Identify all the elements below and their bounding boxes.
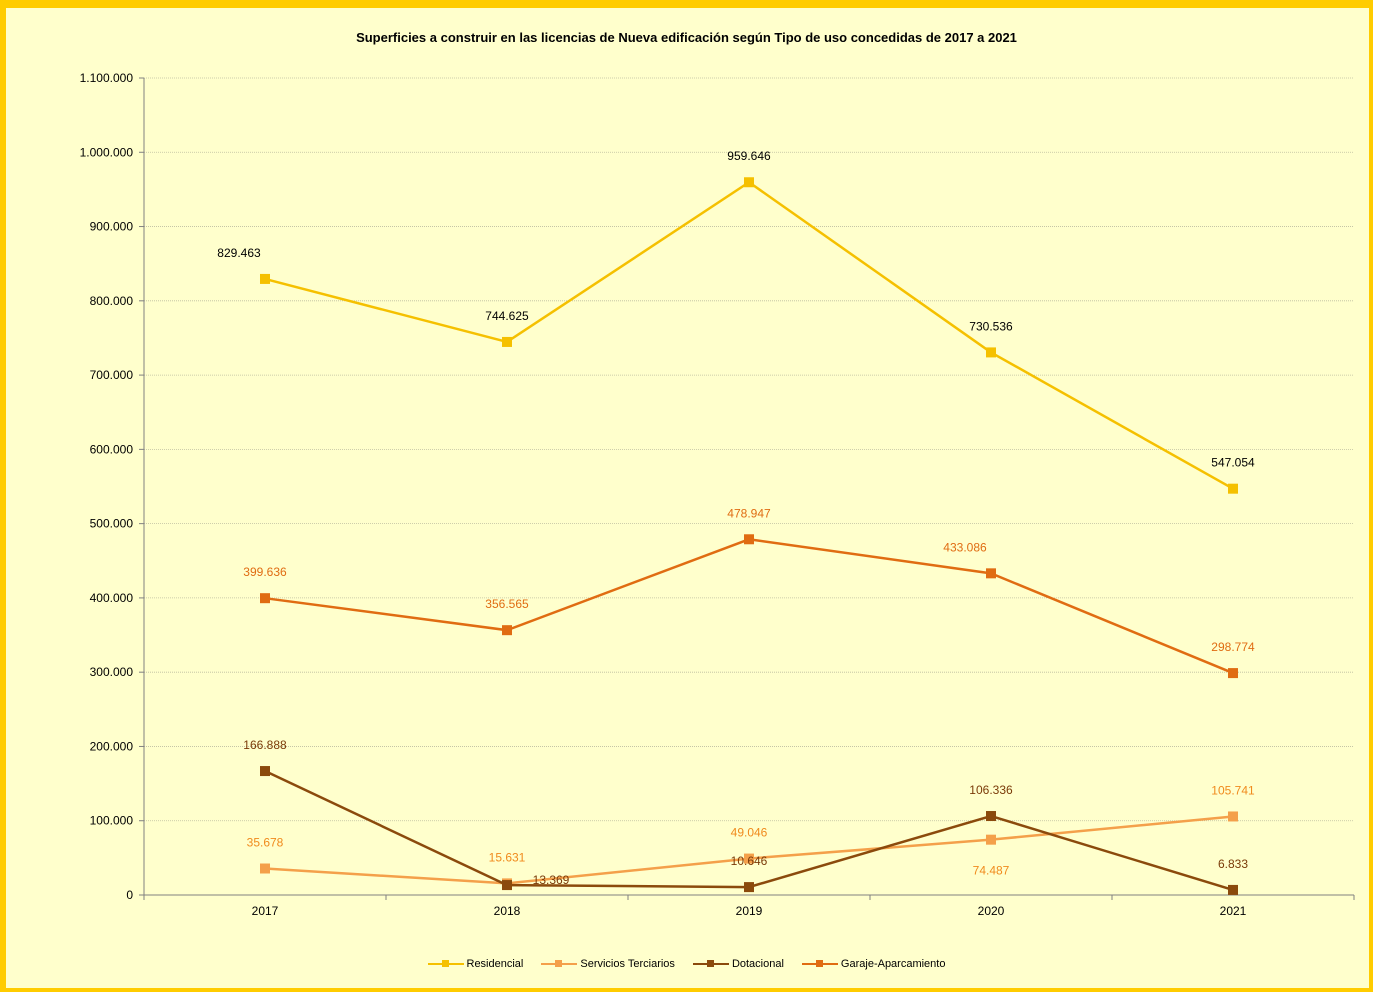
- y-tick-label: 300.000: [90, 665, 134, 679]
- legend-label: Servicios Terciarios: [580, 958, 675, 970]
- data-label: 10.646: [731, 854, 768, 868]
- legend-label: Residencial: [466, 958, 524, 970]
- data-point: [502, 880, 512, 891]
- y-tick-label: 700.000: [90, 368, 134, 382]
- y-tick-label: 0: [126, 888, 133, 902]
- data-point: [744, 534, 754, 545]
- series-line: [264, 537, 1234, 675]
- data-point: [260, 766, 270, 777]
- data-label: 399.636: [243, 565, 287, 579]
- data-point: [986, 811, 996, 822]
- data-point: [1228, 811, 1238, 822]
- data-label: 298.774: [1211, 640, 1255, 654]
- data-point: [260, 863, 270, 874]
- data-label: 433.086: [943, 540, 987, 554]
- y-tick-label: 1.000.000: [80, 145, 134, 159]
- data-label: 730.536: [969, 319, 1013, 333]
- data-point: [986, 834, 996, 845]
- legend-item: Residencial: [427, 958, 524, 970]
- legend-swatch: [801, 959, 838, 969]
- data-label: 15.631: [489, 850, 526, 864]
- data-point: [1228, 668, 1238, 679]
- legend-item: Garaje-Aparcamiento: [801, 958, 946, 970]
- chart-legend: Residencial Servicios Terciarios Dotaciona…: [0, 958, 1373, 970]
- data-point: [260, 273, 270, 284]
- data-point: [502, 625, 512, 636]
- legend-swatch: [541, 959, 578, 969]
- data-label: 49.046: [731, 826, 768, 840]
- legend-item: Dotacional: [692, 958, 784, 970]
- data-label: 13.369: [533, 873, 570, 887]
- data-label: 105.741: [1211, 783, 1255, 797]
- x-tick-label: 2021: [1220, 904, 1247, 918]
- data-point: [744, 882, 754, 893]
- x-tick-label: 2018: [494, 904, 521, 918]
- legend-swatch: [427, 959, 464, 969]
- data-label: 166.888: [243, 738, 287, 752]
- y-tick-label: 200.000: [90, 739, 134, 753]
- data-label: 478.947: [727, 506, 771, 520]
- data-label: 744.625: [485, 309, 529, 323]
- data-point: [744, 853, 754, 864]
- legend-label: Garaje-Aparcamiento: [840, 958, 946, 970]
- data-label: 6.833: [1218, 857, 1248, 871]
- y-tick-label: 400.000: [90, 591, 134, 605]
- chart-title: Superficies a construir en las licencias…: [356, 30, 1017, 45]
- data-label: 959.646: [727, 149, 771, 163]
- data-label: 35.678: [247, 836, 284, 850]
- x-tick-label: 2017: [252, 904, 279, 918]
- data-label: 356.565: [485, 597, 529, 611]
- data-label: 74.487: [973, 864, 1010, 878]
- y-tick-label: 800.000: [90, 294, 134, 308]
- data-point: [260, 593, 270, 604]
- data-point: [986, 347, 996, 358]
- data-point: [502, 336, 512, 347]
- data-point: [1228, 884, 1238, 895]
- y-tick-label: 900.000: [90, 220, 134, 234]
- series-line: [264, 180, 1234, 490]
- y-tick-label: 1.100.000: [80, 71, 134, 85]
- legend-swatch: [692, 959, 729, 969]
- x-tick-label: 2019: [736, 904, 763, 918]
- data-label: 829.463: [217, 246, 261, 260]
- data-point: [744, 177, 754, 188]
- data-label: 106.336: [969, 783, 1013, 797]
- y-tick-label: 500.000: [90, 517, 134, 531]
- y-tick-label: 100.000: [90, 814, 134, 828]
- data-point: [986, 568, 996, 579]
- y-tick-label: 600.000: [90, 442, 134, 456]
- data-label: 547.054: [1211, 456, 1255, 470]
- legend-label: Dotacional: [731, 958, 784, 970]
- data-point: [1228, 483, 1238, 494]
- legend-item: Servicios Terciarios: [541, 958, 675, 970]
- x-tick-label: 2020: [978, 904, 1005, 918]
